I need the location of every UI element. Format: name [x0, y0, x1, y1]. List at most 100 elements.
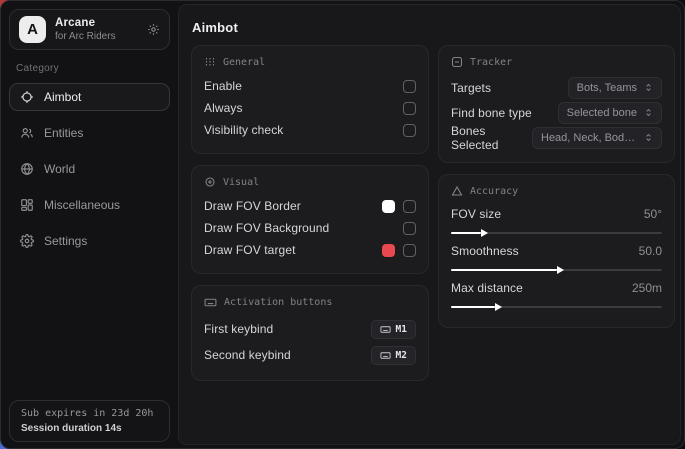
- entities-icon: [20, 126, 34, 140]
- sliders-icon: [204, 56, 216, 68]
- find-bone-type-value: Selected bone: [566, 106, 637, 119]
- activation-card-header: Activation buttons: [204, 296, 416, 309]
- sidebar-item-label: World: [44, 162, 76, 176]
- first-keybind-value: M1: [395, 323, 407, 335]
- tracker-card-header: Tracker: [451, 56, 662, 68]
- fov-target-label: Draw FOV target: [204, 243, 296, 257]
- activation-card: Activation buttons First keybind M1: [191, 285, 429, 381]
- targets-value: Bots, Teams: [576, 81, 637, 94]
- visual-card-title: Visual: [223, 176, 260, 188]
- fov-target-checkbox[interactable]: [403, 243, 416, 257]
- first-keybind-label: First keybind: [204, 322, 274, 336]
- first-keybind-button[interactable]: M1: [370, 319, 416, 339]
- visual-card: Visual Draw FOV Border Draw FOV Backgrou…: [191, 165, 429, 274]
- fov-size-slider[interactable]: [451, 229, 662, 237]
- accuracy-card-header: Accuracy: [451, 185, 662, 197]
- sidebar-item-settings[interactable]: Settings: [9, 227, 170, 255]
- main-panel: Aimbot General Enable Alw: [178, 4, 681, 445]
- tracker-card: Tracker Targets Bots, Teams: [438, 45, 675, 163]
- targets-select[interactable]: Bots, Teams: [567, 76, 662, 99]
- general-card: General Enable Always Visibility check: [191, 45, 429, 154]
- visibility-check-checkbox[interactable]: [403, 123, 416, 137]
- focus-circle-icon: [204, 176, 216, 188]
- accuracy-card: Accuracy FOV size 50° Smoothne: [438, 174, 675, 328]
- activation-card-title: Activation buttons: [224, 297, 333, 308]
- slider-thumb[interactable]: [556, 266, 564, 274]
- fov-border-checkbox[interactable]: [403, 199, 416, 213]
- fov-target-color-swatch[interactable]: [382, 243, 395, 257]
- globe-icon: [20, 162, 34, 176]
- visibility-check-label: Visibility check: [204, 123, 284, 137]
- brand-card: A Arcane for Arc Riders: [9, 9, 170, 50]
- setting-row: Second keybind M2: [204, 342, 416, 368]
- enable-checkbox[interactable]: [403, 79, 416, 93]
- triangle-icon: [451, 185, 463, 197]
- sidebar-item-entities[interactable]: Entities: [9, 119, 170, 147]
- keyboard-icon: [380, 324, 391, 335]
- second-keybind-value: M2: [395, 349, 407, 361]
- category-label: Category: [16, 63, 59, 74]
- always-checkbox[interactable]: [403, 101, 416, 115]
- fov-background-label: Draw FOV Background: [204, 221, 330, 235]
- enable-label: Enable: [204, 79, 242, 93]
- settings-gear-icon[interactable]: [147, 23, 160, 36]
- fov-size-value: 50°: [643, 207, 662, 221]
- always-label: Always: [204, 101, 243, 115]
- accuracy-card-title: Accuracy: [470, 185, 519, 197]
- tracker-box-icon: [451, 56, 463, 68]
- setting-row: Find bone type Selected bone: [451, 100, 662, 125]
- setting-row: Targets Bots, Teams: [451, 75, 662, 100]
- right-column: Tracker Targets Bots, Teams: [438, 45, 675, 339]
- setting-row: Bones Selected Head, Neck, Body, Pe...: [451, 123, 662, 152]
- max-distance-slider-group: Max distance 250m: [451, 278, 662, 311]
- fov-border-label: Draw FOV Border: [204, 199, 301, 213]
- visual-card-header: Visual: [204, 176, 416, 188]
- general-card-header: General: [204, 56, 416, 68]
- gear-icon: [20, 234, 34, 248]
- fov-border-color-swatch[interactable]: [382, 199, 395, 213]
- fov-size-label: FOV size: [451, 207, 502, 221]
- second-keybind-button[interactable]: M2: [370, 345, 416, 365]
- sidebar-item-label: Settings: [44, 234, 88, 248]
- second-keybind-label: Second keybind: [204, 348, 291, 362]
- keyboard-icon: [380, 350, 391, 361]
- chevron-up-down-icon: [644, 132, 653, 143]
- sidebar-item-aimbot[interactable]: Aimbot: [9, 83, 170, 111]
- bones-selected-label: Bones Selected: [451, 123, 499, 152]
- bones-selected-select[interactable]: Head, Neck, Body, Pe...: [532, 126, 662, 149]
- sub-expires-text: Sub expires in 23d 20h: [21, 408, 154, 419]
- page-title: Aimbot: [192, 20, 238, 35]
- keyboard-icon: [204, 296, 217, 309]
- sidebar: A Arcane for Arc Riders Category Aimbot: [1, 1, 178, 448]
- sidebar-item-miscellaneous[interactable]: Miscellaneous: [9, 191, 170, 219]
- fov-background-checkbox[interactable]: [403, 221, 416, 235]
- sidebar-item-world[interactable]: World: [9, 155, 170, 183]
- fov-size-slider-group: FOV size 50°: [451, 204, 662, 237]
- find-bone-type-select[interactable]: Selected bone: [557, 101, 662, 124]
- max-distance-label: Max distance: [451, 281, 523, 295]
- smoothness-slider[interactable]: [451, 266, 662, 274]
- crosshair-icon: [20, 90, 34, 104]
- targets-label: Targets: [451, 80, 492, 95]
- chevron-up-down-icon: [644, 107, 653, 118]
- brand-text: Arcane for Arc Riders: [55, 17, 116, 42]
- chevron-up-down-icon: [644, 82, 653, 93]
- left-column: General Enable Always Visibility check: [191, 45, 429, 392]
- slider-thumb[interactable]: [495, 303, 503, 311]
- setting-row: Always: [204, 97, 416, 119]
- tracker-card-title: Tracker: [470, 56, 513, 68]
- max-distance-slider[interactable]: [451, 303, 662, 311]
- sidebar-item-label: Entities: [44, 126, 84, 140]
- sidebar-item-label: Aimbot: [44, 90, 82, 104]
- smoothness-label: Smoothness: [451, 244, 519, 258]
- smoothness-value: 50.0: [638, 244, 662, 258]
- slider-thumb[interactable]: [480, 229, 488, 237]
- general-card-title: General: [223, 56, 266, 68]
- max-distance-value: 250m: [631, 281, 662, 295]
- setting-row: First keybind M1: [204, 316, 416, 342]
- subscription-card: Sub expires in 23d 20h Session duration …: [9, 400, 170, 442]
- sidebar-item-label: Miscellaneous: [44, 198, 121, 212]
- brand-logo: A: [19, 16, 46, 43]
